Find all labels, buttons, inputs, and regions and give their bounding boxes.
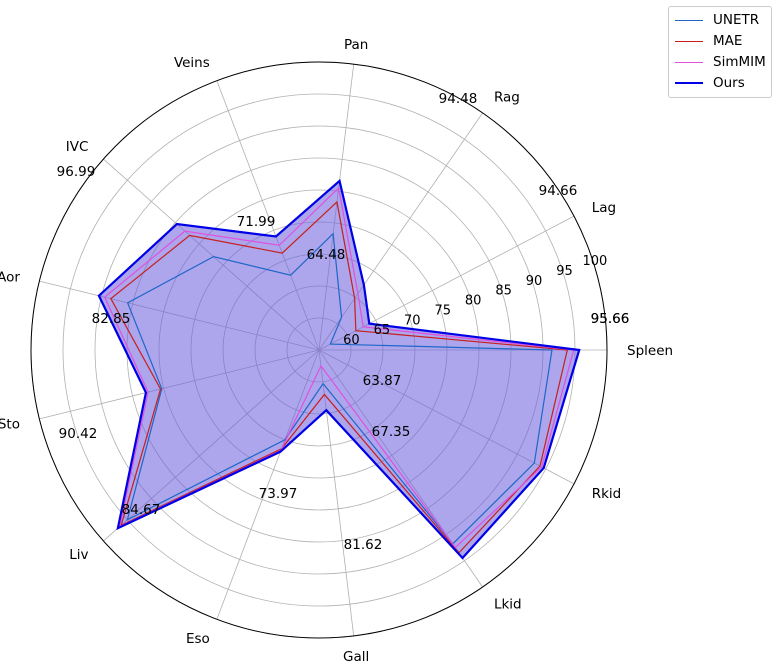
value-annotation-6: 90.42	[59, 426, 98, 442]
value-annotation-8: 96.99	[57, 164, 96, 180]
category-label-aor: Aor	[0, 269, 20, 285]
category-label-lkid: Lkid	[494, 596, 522, 612]
category-label-eso: Eso	[186, 631, 210, 647]
legend-item-simmim: SimMIM	[675, 53, 766, 71]
value-annotation-11: 94.48	[439, 91, 478, 107]
category-label-sto: Sto	[0, 417, 20, 433]
radial-tick-label-100: 100	[582, 254, 607, 269]
series-line-unetr	[126, 232, 553, 545]
value-annotation-10: 64.48	[307, 247, 346, 263]
category-label-spleen: Spleen	[627, 343, 673, 359]
value-annotation-9: 71.99	[237, 214, 276, 230]
value-annotation-3: 81.62	[344, 537, 383, 553]
radial-tick-label-70: 70	[404, 313, 421, 328]
value-annotation-12: 94.66	[539, 183, 578, 199]
value-annotation-5: 84.67	[122, 502, 161, 518]
value-annotation-4: 73.97	[259, 486, 298, 502]
radial-tick-label-90: 90	[526, 274, 543, 289]
value-annotation-2: 67.35	[372, 424, 411, 440]
chart-legend: UNETR MAE SimMIM Ours	[668, 6, 772, 98]
chart-frame	[30, 61, 608, 639]
radial-tick-label-60: 60	[343, 333, 360, 348]
legend-label-ours: Ours	[713, 75, 745, 91]
legend-swatch-simmim	[675, 61, 703, 63]
radial-tick-label-95: 95	[556, 264, 573, 279]
value-annotation-1: 63.87	[363, 373, 402, 389]
category-label-rag: Rag	[494, 90, 520, 106]
series-line-mae	[110, 200, 569, 554]
radial-tick-label-85: 85	[495, 284, 512, 299]
radial-tick-label-75: 75	[434, 303, 451, 318]
category-label-rkid: Rkid	[592, 486, 622, 502]
legend-label-unetr: UNETR	[713, 12, 760, 28]
category-label-pan: Pan	[344, 37, 368, 53]
value-annotation-13: 95.66	[591, 311, 630, 327]
category-label-ivc: IVC	[66, 139, 89, 155]
legend-item-unetr: UNETR	[675, 11, 759, 29]
category-label-veins: Veins	[174, 55, 210, 71]
legend-swatch-unetr	[675, 19, 703, 21]
legend-swatch-ours	[675, 82, 703, 84]
category-label-liv: Liv	[69, 547, 88, 563]
legend-label-mae: MAE	[713, 33, 743, 49]
series-fill-ours	[98, 180, 580, 558]
radial-tick-label-80: 80	[465, 294, 482, 309]
legend-item-ours: Ours	[675, 74, 745, 92]
value-annotation-7: 82.85	[92, 311, 131, 327]
series-line-simmim	[103, 186, 575, 549]
legend-item-mae: MAE	[675, 32, 742, 50]
legend-swatch-mae	[675, 40, 703, 42]
category-label-lag: Lag	[592, 200, 616, 216]
category-label-gall: Gall	[343, 649, 369, 665]
value-annotation-0: 95.66	[591, 311, 630, 327]
series-line-ours	[97, 178, 581, 560]
legend-label-simmim: SimMIM	[713, 54, 766, 70]
radial-tick-label-65: 65	[374, 323, 391, 338]
